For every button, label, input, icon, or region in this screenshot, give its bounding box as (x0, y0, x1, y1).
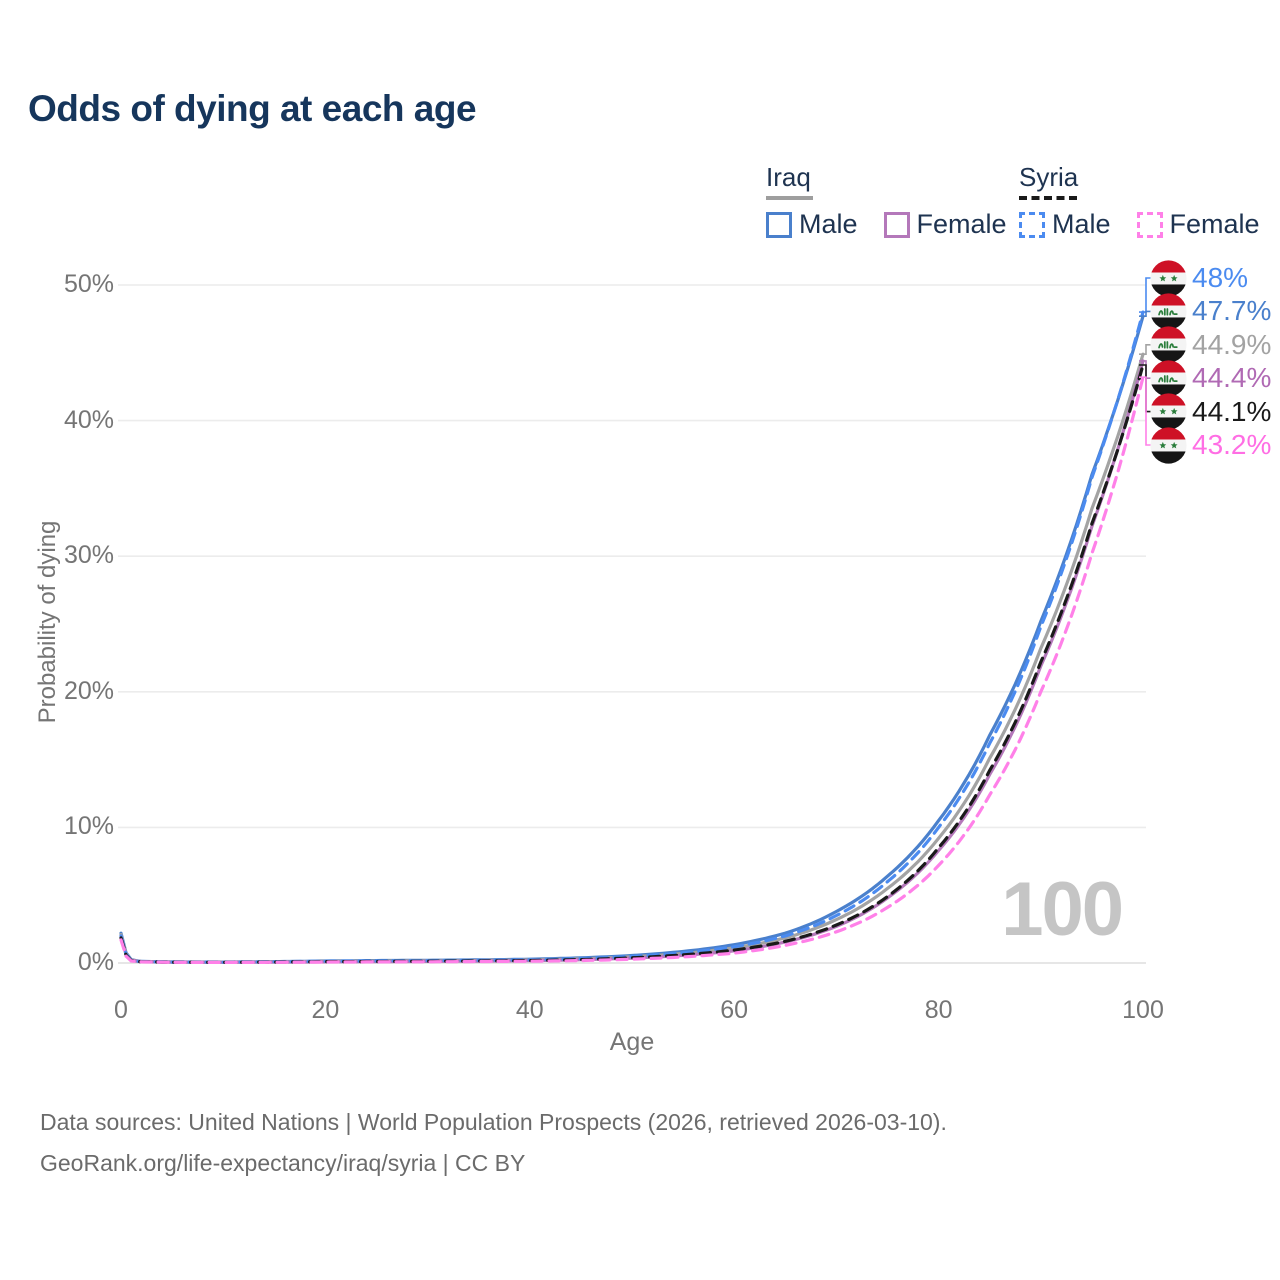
legend-item-iraq-female[interactable]: Female (883, 209, 1007, 240)
syria-flag-icon (1150, 426, 1187, 464)
age-counter-watermark: 100 (1001, 867, 1124, 952)
legend-group-iraq: Iraq Male Female (766, 162, 1007, 240)
legend-label-iraq-female: Female (916, 209, 1007, 239)
syria-flag-icon (1150, 393, 1187, 430)
leader-line-iraq (1139, 344, 1152, 355)
end-value: 44.9% (1192, 328, 1272, 360)
legend-country-iraq: Iraq (766, 162, 811, 192)
legend-item-syria-female[interactable]: Female (1136, 209, 1260, 240)
footer: Data sources: United Nations | World Pop… (40, 1102, 947, 1184)
series-line-iraq[interactable] (119, 352, 1145, 964)
legend-swatch-syria-female[interactable] (1136, 211, 1163, 238)
x-tick-20: 20 (311, 996, 340, 1024)
series-line-syria-female[interactable] (119, 375, 1145, 965)
legend-swatch-iraq-female[interactable] (883, 211, 910, 238)
end-value: 44.1% (1192, 395, 1272, 427)
legend-country-syria: Syria (1019, 162, 1079, 192)
x-tick-60: 60 (720, 996, 749, 1024)
x-axis-title: Age (609, 1028, 655, 1056)
end-value: 43.2% (1192, 429, 1272, 460)
end-label-iraq-female: 44.4% (1150, 358, 1271, 398)
legend-swatch-syria-male[interactable] (1019, 211, 1045, 238)
footer-attribution: GeoRank.org/life-expectancy/iraq/syria |… (40, 1150, 526, 1176)
end-value: 48% (1192, 262, 1249, 293)
syria-flag-icon (1150, 259, 1187, 297)
y-tick-40%: 40% (63, 405, 114, 434)
end-label-iraq-male: 47.7% (1150, 291, 1271, 331)
legend-swatch-iraq-male[interactable] (766, 211, 792, 238)
x-tick-80: 80 (924, 996, 953, 1024)
end-value: 47.7% (1192, 295, 1272, 327)
y-tick-50%: 50% (63, 270, 114, 298)
end-label-syria-male: 48% (1150, 258, 1248, 298)
legend-group-syria: Syria Male Female (1019, 162, 1260, 240)
leader-line-syria-female (1139, 376, 1152, 446)
y-tick-30%: 30% (63, 541, 114, 570)
series-line-syria[interactable] (119, 363, 1145, 964)
y-tick-0%: 0% (77, 948, 114, 976)
legend-linestyle-syria (1019, 196, 1077, 200)
series-line-iraq-male[interactable] (119, 314, 1145, 964)
legend-item-syria-male[interactable]: Male (1019, 209, 1111, 240)
x-tick-100: 100 (1122, 996, 1164, 1024)
iraq-flag-icon (1150, 326, 1187, 363)
x-tick-40: 40 (515, 996, 544, 1024)
iraq-flag-icon (1150, 360, 1187, 397)
iraq-flag-icon (1150, 293, 1187, 330)
legend-label-syria-female: Female (1169, 209, 1260, 239)
end-value: 44.4% (1192, 362, 1272, 394)
end-label-iraq: 44.9% (1150, 325, 1271, 365)
end-label-syria-female: 43.2% (1150, 425, 1271, 465)
y-tick-10%: 10% (63, 812, 114, 841)
series-line-iraq-female[interactable] (119, 359, 1145, 964)
legend-linestyle-iraq (766, 196, 813, 200)
leader-line-iraq-male (1139, 310, 1152, 317)
legend-label-syria-male: Male (1052, 209, 1111, 239)
y-axis-title: Probability of dying (34, 520, 61, 724)
footer-data-sources: Data sources: United Nations | World Pop… (40, 1109, 947, 1135)
x-tick-0: 0 (114, 996, 128, 1024)
y-tick-20%: 20% (63, 676, 114, 705)
series-line-syria-male[interactable] (119, 310, 1145, 964)
leader-line-syria-male (1139, 277, 1152, 313)
chart-title: Odds of dying at each age (28, 88, 477, 129)
legend-label-iraq-male: Male (799, 209, 858, 239)
end-label-syria: 44.1% (1150, 392, 1271, 432)
legend-item-iraq-male[interactable]: Male (766, 209, 858, 240)
